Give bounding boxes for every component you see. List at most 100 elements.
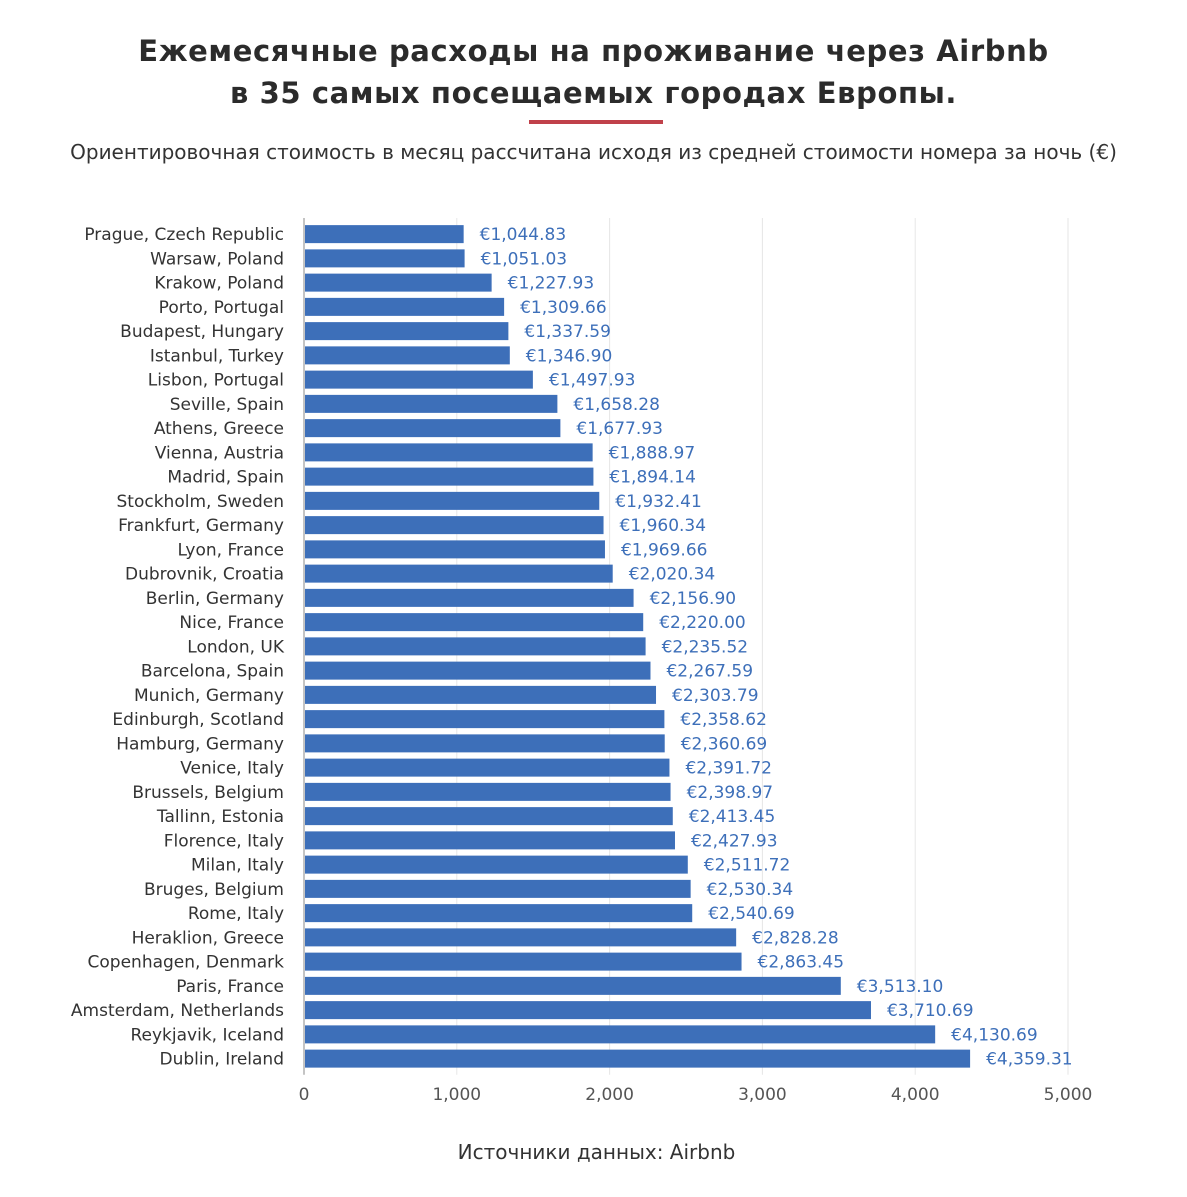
- value-label: €1,888.97: [609, 443, 696, 463]
- category-label: Rome, Italy: [188, 904, 284, 924]
- bar: [305, 273, 492, 292]
- value-label: €1,346.90: [526, 346, 613, 366]
- category-label: Frankfurt, Germany: [118, 516, 284, 536]
- value-label: €4,130.69: [951, 1025, 1038, 1045]
- bar: [305, 1049, 971, 1068]
- category-label: Edinburgh, Scotland: [112, 710, 284, 730]
- value-label: €1,969.66: [621, 540, 708, 560]
- bar: [305, 225, 464, 244]
- bar: [305, 928, 737, 947]
- x-tick-label: 5,000: [1044, 1085, 1093, 1105]
- value-label: €1,960.34: [620, 516, 707, 536]
- value-label: €3,513.10: [857, 977, 944, 997]
- category-label: Dublin, Ireland: [160, 1050, 284, 1070]
- bar: [305, 540, 605, 559]
- x-tick-label: 4,000: [891, 1085, 940, 1105]
- value-label: €2,530.34: [707, 880, 794, 900]
- category-label: Dubrovnik, Croatia: [125, 565, 284, 585]
- bar: [305, 758, 670, 777]
- chart-title-line-1: Ежемесячные расходы на проживание через …: [138, 34, 1049, 68]
- x-tick-label: 3,000: [738, 1085, 787, 1105]
- bar: [305, 516, 604, 535]
- bar: [305, 637, 646, 656]
- value-label: €2,863.45: [758, 953, 845, 973]
- category-label: Heraklion, Greece: [132, 928, 284, 948]
- bar: [305, 1025, 936, 1044]
- value-label: €4,359.31: [986, 1050, 1073, 1070]
- category-label: Tallinn, Estonia: [156, 807, 284, 827]
- value-label: €2,427.93: [691, 831, 778, 851]
- category-label: London, UK: [187, 637, 285, 657]
- bar: [305, 419, 561, 438]
- category-label: Lyon, France: [178, 540, 284, 560]
- value-label: €2,540.69: [708, 904, 795, 924]
- bar: [305, 710, 665, 729]
- bar: [305, 297, 505, 316]
- value-label: €1,051.03: [481, 249, 568, 269]
- value-label: €2,220.00: [659, 613, 746, 633]
- category-label: Budapest, Hungary: [120, 322, 284, 342]
- category-label: Athens, Greece: [154, 419, 284, 439]
- bar: [305, 904, 693, 923]
- value-label: €2,358.62: [680, 710, 767, 730]
- category-label: Venice, Italy: [180, 759, 284, 779]
- data-source: Источники данных: Airbnb: [457, 1140, 736, 1164]
- category-label: Reykjavik, Iceland: [130, 1025, 284, 1045]
- category-label: Lisbon, Portugal: [148, 371, 284, 391]
- value-label: €1,497.93: [549, 371, 636, 391]
- value-label: €1,894.14: [609, 468, 696, 488]
- category-label: Brussels, Belgium: [132, 783, 284, 803]
- title-underline: [529, 120, 663, 124]
- value-label: €2,235.52: [662, 637, 749, 657]
- bar: [305, 588, 634, 607]
- category-label: Berlin, Germany: [146, 589, 284, 609]
- value-label: €3,710.69: [887, 1001, 974, 1021]
- bar: [305, 1001, 871, 1020]
- value-label: €1,227.93: [508, 274, 595, 294]
- category-label: Milan, Italy: [191, 856, 284, 876]
- category-label: Madrid, Spain: [167, 468, 284, 488]
- value-label: €2,156.90: [650, 589, 737, 609]
- value-label: €1,932.41: [615, 492, 702, 512]
- x-tick-label: 1,000: [432, 1085, 481, 1105]
- bar: [305, 564, 613, 583]
- category-label: Barcelona, Spain: [141, 662, 284, 682]
- bar: [305, 346, 510, 365]
- category-label: Porto, Portugal: [159, 298, 284, 318]
- value-label: €2,020.34: [629, 565, 716, 585]
- category-label: Bruges, Belgium: [144, 880, 284, 900]
- bar: [305, 249, 465, 268]
- value-label: €2,398.97: [687, 783, 774, 803]
- bar: [305, 613, 644, 632]
- bar: [305, 807, 673, 826]
- x-tick-label: 0: [299, 1085, 310, 1105]
- bar: [305, 661, 651, 680]
- category-label: Stockholm, Sweden: [117, 492, 285, 512]
- category-label: Krakow, Poland: [154, 274, 284, 294]
- category-label: Florence, Italy: [164, 831, 284, 851]
- category-label: Hamburg, Germany: [116, 734, 284, 754]
- value-label: €1,677.93: [576, 419, 663, 439]
- value-label: €2,360.69: [681, 734, 768, 754]
- bar: [305, 685, 657, 704]
- value-label: €1,309.66: [520, 298, 607, 318]
- chart-title-line-2: в 35 самых посещаемых городах Европы.: [229, 76, 958, 110]
- bar: [305, 952, 742, 971]
- chart-subtitle: Ориентировочная стоимость в месяц рассчи…: [70, 140, 1117, 164]
- category-label: Vienna, Austria: [155, 443, 284, 463]
- bar: [305, 879, 691, 898]
- value-label: €2,303.79: [672, 686, 759, 706]
- bar: [305, 831, 675, 850]
- value-label: €1,658.28: [573, 395, 660, 415]
- bar: [305, 467, 594, 486]
- category-label: Nice, France: [179, 613, 284, 633]
- value-label: €2,391.72: [685, 759, 772, 779]
- value-label: €2,413.45: [689, 807, 776, 827]
- bar: [305, 443, 593, 462]
- category-label: Warsaw, Poland: [150, 249, 284, 269]
- category-label: Paris, France: [176, 977, 284, 997]
- bar: [305, 782, 671, 801]
- bar: [305, 370, 533, 389]
- bar: [305, 734, 665, 753]
